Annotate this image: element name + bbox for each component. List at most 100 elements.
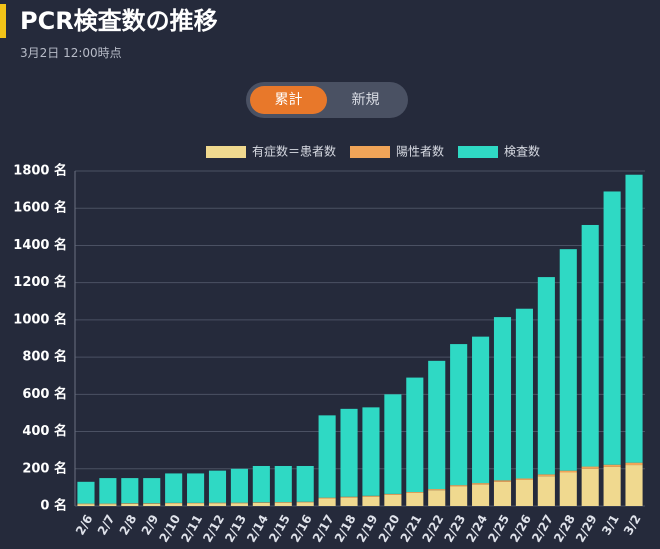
x-tick-label: 2/11 [178,512,205,544]
bar-segment [230,468,248,503]
bar-segment [625,462,643,466]
bar-segment [384,493,402,495]
legend-label: 有症数＝患者数 [252,144,336,159]
bar-segment [143,503,161,506]
bar-segment [143,503,161,504]
bar-segment [362,495,380,497]
bar-segment [187,473,205,503]
x-tick-label: 2/21 [398,512,425,544]
bar-segment [208,470,227,503]
x-tick-label: 2/12 [200,512,227,544]
bar-segment [515,479,533,506]
bar-segment [274,465,292,503]
x-tick-label: 2/23 [441,512,468,544]
bar-segment [318,498,336,506]
bar-segment [121,503,139,506]
bar-segment [406,492,424,506]
bar-segment [603,464,621,467]
bar-segment [428,360,446,490]
x-tick-label: 2/20 [376,512,403,544]
bar-segment [99,503,117,505]
bar-segment [121,503,139,504]
bar-segment [340,497,358,506]
toggle: 累計 新規 [246,82,408,118]
bar-segment [208,502,227,504]
bar-segment [274,502,292,506]
bar-segment [493,317,512,481]
x-tick-label: 2/25 [485,512,512,544]
bar-segment [318,497,336,499]
bar-segment [187,503,205,506]
bar-segment [537,277,555,475]
bar-segment [559,472,577,506]
bar-segment [230,502,248,504]
bar-segment [406,377,424,493]
bar-segment [472,483,490,485]
y-tick-label: 1600 名 [13,200,67,216]
toggle-option[interactable]: 新規 [351,92,380,108]
bar-segment [450,486,468,506]
x-tick-label: 2/7 [95,512,118,537]
bar-segment [99,504,117,506]
bar-segment [515,308,533,479]
y-tick-label: 200 名 [22,460,67,476]
x-tick-label: 2/16 [288,512,315,544]
x-tick-label: 2/14 [244,512,271,544]
bar-segment [252,502,270,503]
bar-segment [165,473,183,503]
bar-segment [493,481,512,506]
bar-segment [143,478,161,504]
bar-segment [252,502,270,506]
bar-segment [537,476,555,506]
bar-segment [165,502,183,504]
bar-segment [340,496,358,498]
bar-segment [165,503,183,506]
y-tick-label: 400 名 [22,423,67,439]
bar-segment [581,468,599,506]
toggle-option[interactable]: 累計 [250,86,327,114]
y-tick-label: 1200 名 [13,274,67,290]
legend-label: 陽性者数 [396,144,444,159]
bar-segment [384,394,402,494]
y-tick-label: 1000 名 [13,311,67,327]
bar-segment [77,481,95,504]
bar-segment [362,407,380,496]
bar-segment [77,504,95,506]
x-tick-label: 3/2 [621,512,644,537]
bar-segment [472,336,490,484]
y-tick-label: 1800 名 [13,163,67,179]
x-tick-label: 2/24 [463,512,490,544]
bar-segment [406,492,424,493]
bar-segment [625,465,643,506]
x-tick-label: 2/29 [573,512,600,544]
y-tick-label: 1400 名 [13,237,67,253]
bar-segment [450,344,468,486]
bar-segment [121,478,139,504]
legend-label: 検査数 [504,144,540,159]
bar-segment [537,474,555,477]
x-tick-label: 3/1 [599,512,622,537]
bar-segment [252,465,270,503]
bar-segment [559,470,577,473]
bar-segment [581,224,599,467]
bar-segment [230,503,248,506]
legend-swatch [458,146,498,158]
title: PCR検査数の推移 [0,4,218,38]
bar-segment [77,503,95,505]
bar-segment [187,502,205,504]
bar-segment [208,503,227,506]
x-tick-label: 2/15 [266,512,293,544]
bar-segment [428,489,446,491]
x-tick-label: 2/8 [117,512,140,537]
bar-segment [515,478,533,480]
x-tick-label: 2/13 [222,512,249,544]
bar-segment [450,485,468,487]
y-tick-label: 0 名 [40,498,67,514]
bar-segment [296,501,314,503]
bar-segment [625,174,643,463]
legend-swatch [206,146,246,158]
x-tick-label: 2/19 [354,512,381,544]
bar-segment [274,502,292,503]
